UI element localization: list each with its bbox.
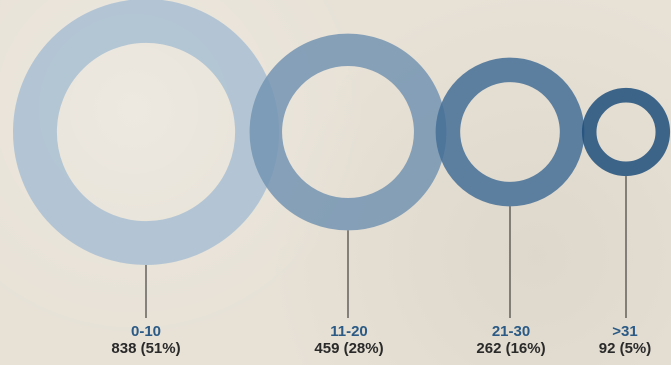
donut-ring-over-31 <box>581 87 671 177</box>
label-group-11-20: 11-20 459 (28%) <box>299 323 399 357</box>
category-label: 0-10 <box>130 323 162 340</box>
donut-ring-21-30 <box>435 57 585 207</box>
value-label: 92 (5%) <box>598 340 652 357</box>
value-label: 838 (51%) <box>111 340 181 357</box>
label-group-21-30: 21-30 262 (16%) <box>461 323 561 357</box>
label-group-0-10: 0-10 838 (51%) <box>96 323 196 357</box>
donut-ring-11-20 <box>249 33 447 231</box>
label-group-over-31: >31 92 (5%) <box>580 323 670 357</box>
donut-ring-0-10 <box>13 0 279 265</box>
value-label: 459 (28%) <box>314 340 384 357</box>
category-label: 21-30 <box>491 323 531 340</box>
value-label: 262 (16%) <box>476 340 546 357</box>
category-label: >31 <box>612 323 638 340</box>
category-label: 11-20 <box>330 323 368 340</box>
